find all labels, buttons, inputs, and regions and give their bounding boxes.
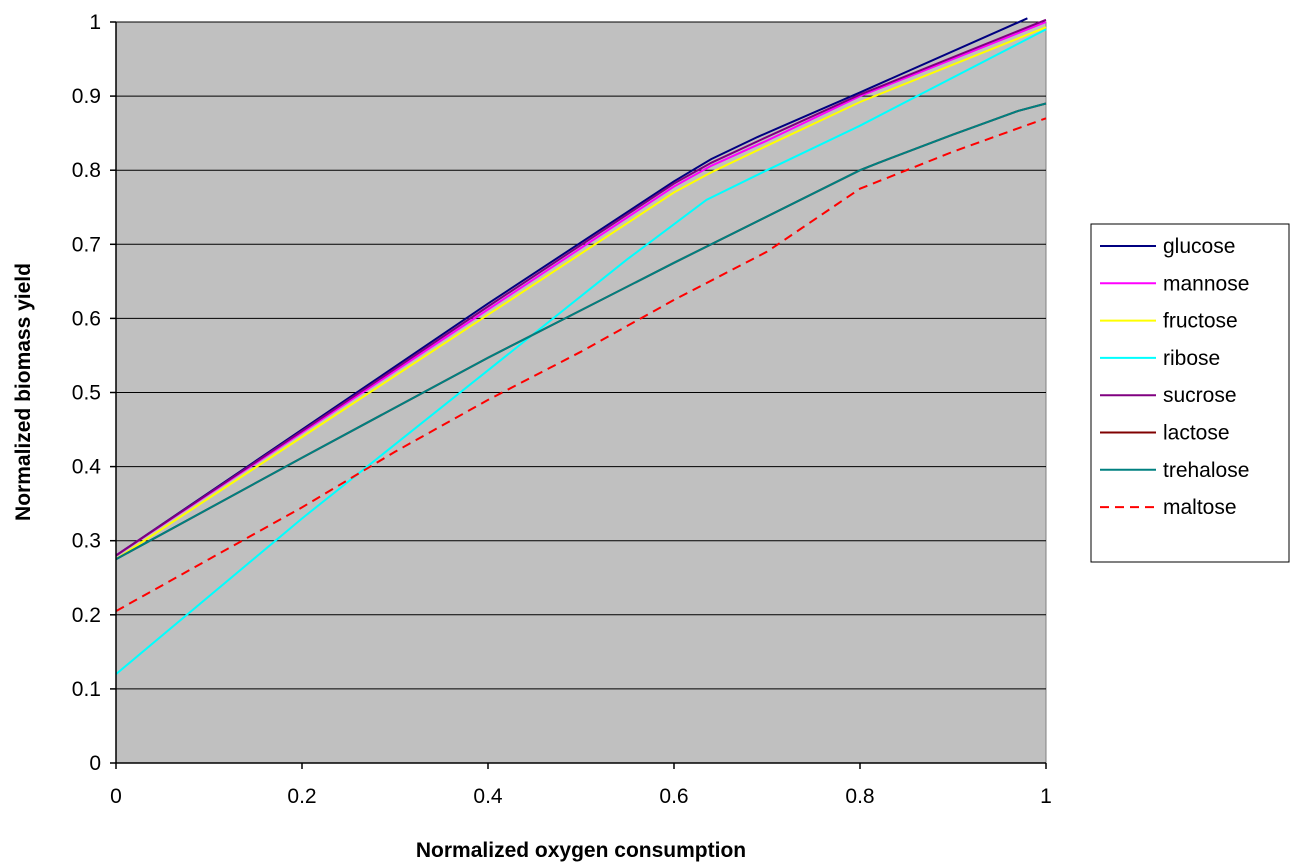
y-tick-label: 0.2 bbox=[72, 604, 101, 627]
y-tick-label: 0.7 bbox=[72, 233, 101, 256]
x-tick-label: 0.6 bbox=[659, 785, 688, 808]
y-tick-label: 1 bbox=[89, 11, 101, 34]
x-tick-label: 0 bbox=[110, 785, 122, 808]
series-line-ribose bbox=[115, 28, 1047, 675]
series-line-trehalose bbox=[115, 102, 1047, 561]
x-axis-title: Normalized oxygen consumption bbox=[416, 839, 746, 862]
series-line-fructose bbox=[115, 26, 1047, 561]
y-tick-label: 0.4 bbox=[72, 456, 102, 479]
y-tick-label: 0.8 bbox=[72, 159, 101, 182]
axes bbox=[110, 21, 1047, 769]
x-tick-labels: 0 0.2 0.4 0.6 0.8 1 bbox=[110, 785, 1052, 808]
y-axis-title: Normalized biomass yield bbox=[12, 263, 35, 521]
series-line-glucose bbox=[115, 17, 1028, 557]
series-line-sucrose bbox=[115, 18, 1047, 557]
y-tick-label: 0.9 bbox=[72, 85, 101, 108]
legend-label-sucrose: sucrose bbox=[1163, 384, 1237, 407]
legend-label-trehalose: trehalose bbox=[1163, 459, 1249, 482]
y-tick-label: 0 bbox=[89, 752, 101, 775]
y-tick-label: 0.6 bbox=[72, 307, 101, 330]
legend-label-mannose: mannose bbox=[1163, 272, 1249, 295]
x-tick-label: 0.2 bbox=[287, 785, 316, 808]
legend-box bbox=[1090, 223, 1290, 563]
x-tick-label: 1 bbox=[1040, 785, 1052, 808]
legend-label-maltose: maltose bbox=[1163, 496, 1237, 519]
legend: glucose mannose fructose ribose sucrose lacto… bbox=[1090, 223, 1290, 563]
series-lines bbox=[115, 17, 1047, 675]
y-tick-label: 0.3 bbox=[72, 530, 101, 553]
y-tick-labels: 0 0.1 0.2 0.3 0.4 0.5 0.6 0.7 0.8 0.9 1 bbox=[72, 11, 102, 775]
x-tick-label: 0.8 bbox=[845, 785, 874, 808]
legend-label-glucose: glucose bbox=[1163, 235, 1235, 258]
x-tick-label: 0.4 bbox=[473, 785, 503, 808]
legend-label-ribose: ribose bbox=[1163, 347, 1220, 370]
series-line-maltose bbox=[115, 117, 1047, 612]
y-tick-label: 0.5 bbox=[72, 382, 101, 405]
legend-label-lactose: lactose bbox=[1163, 422, 1230, 445]
series-line-mannose bbox=[115, 21, 1047, 557]
legend-label-fructose: fructose bbox=[1163, 310, 1238, 333]
y-tick-label: 0.1 bbox=[72, 678, 101, 701]
